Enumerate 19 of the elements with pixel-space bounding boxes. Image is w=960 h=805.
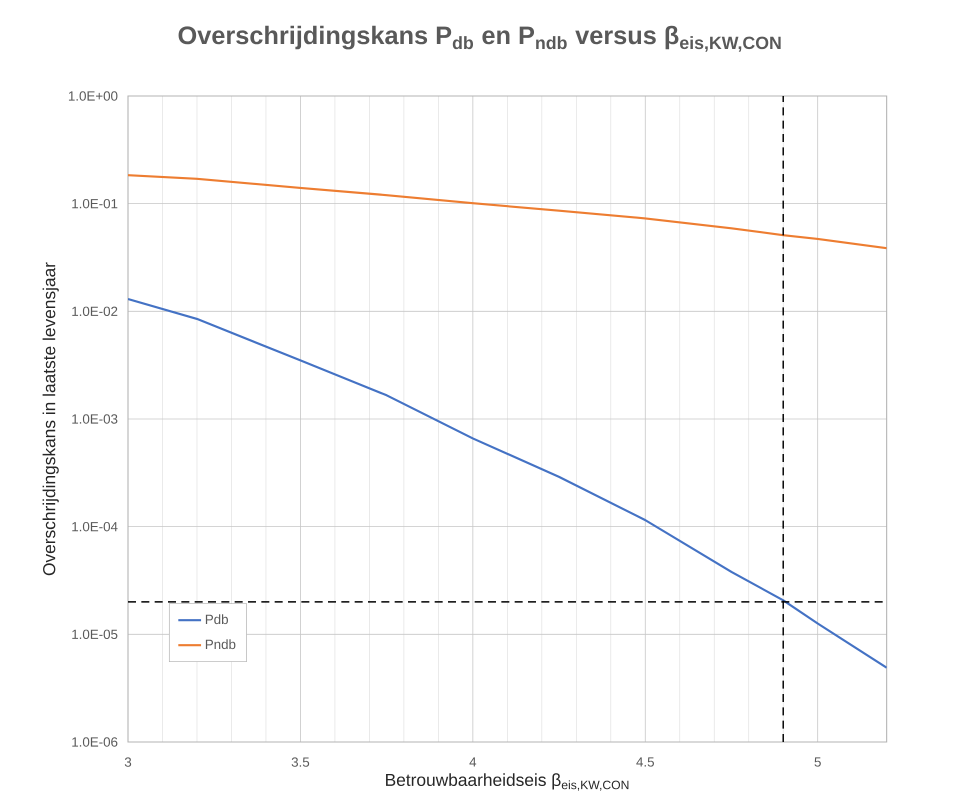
y-axis-title: Overschrijdingskans in laatste levensjaar bbox=[42, 262, 59, 576]
y-tick-label: 1.0E+00 bbox=[68, 91, 118, 101]
y-tick-label: 1.0E-06 bbox=[72, 737, 118, 747]
legend-label: Pdb bbox=[206, 614, 228, 624]
y-tick-label: 1.0E-05 bbox=[72, 630, 118, 640]
y-tick-label: 1.0E-01 bbox=[72, 198, 118, 208]
x-tick-label: 4 bbox=[469, 757, 476, 767]
x-tick-label: 4.5 bbox=[636, 757, 654, 767]
x-tick-label: 5 bbox=[814, 757, 821, 767]
line-series bbox=[128, 298, 887, 669]
y-tick-label: 1.0E-02 bbox=[72, 306, 118, 316]
x-tick-label: 3.5 bbox=[292, 757, 310, 767]
x-axis-title: Betrouwbaarheidseis β$_{eis,KW,CON}$ bbox=[386, 773, 628, 791]
legend-label: Pndb bbox=[206, 639, 236, 650]
x-tick-label: 3 bbox=[124, 757, 132, 767]
chart-title: Overschrijdingskans P$_{db}$ en P$_{ndb}$ versus β$_{eis,KW,CON}$ bbox=[178, 26, 781, 52]
y-tick-label: 1.0E-04 bbox=[72, 522, 118, 532]
line-series bbox=[128, 174, 887, 250]
y-tick-label: 1.0E-03 bbox=[72, 414, 118, 424]
